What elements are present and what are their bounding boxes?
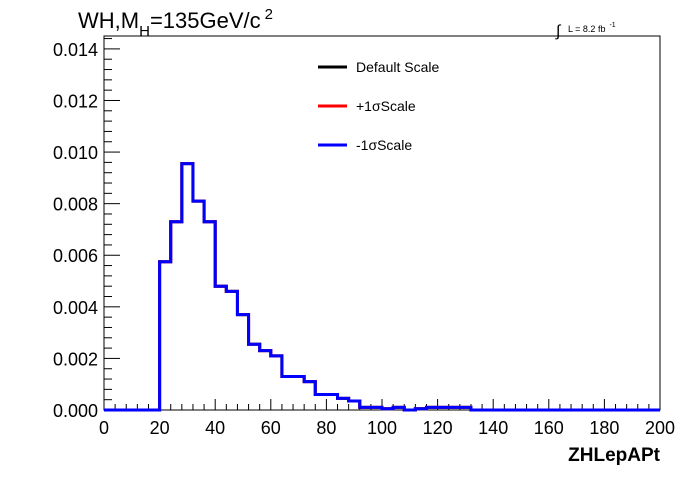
x-tick-label: 80 [316, 418, 336, 438]
lumi-superscript: -1 [609, 22, 615, 29]
legend-label-default: Default Scale [356, 59, 439, 75]
y-tick-label: 0.002 [53, 349, 98, 369]
x-tick-label: 0 [99, 418, 109, 438]
lumi-text: L = 8.2 fb [568, 24, 605, 34]
y-tick-label: 0.010 [53, 143, 98, 163]
y-tick-label: 0.004 [53, 298, 98, 318]
y-tick-label: 0.006 [53, 246, 98, 266]
title-subscript: H [139, 23, 150, 40]
y-tick-label: 0.014 [53, 40, 98, 60]
lumi-label: L = 8.2 fb -1 [568, 22, 616, 34]
x-tick-label: 140 [478, 418, 508, 438]
lumi-integral-symbol: ∫ [555, 23, 562, 40]
x-tick-label: 120 [423, 418, 453, 438]
y-tick-label: 0.012 [53, 91, 98, 111]
title-main: WH,M [78, 8, 139, 33]
x-tick-label: 40 [205, 418, 225, 438]
x-tick-label: 200 [645, 418, 675, 438]
x-axis-title: ZHLepAPt [568, 445, 661, 466]
x-tick-label: 60 [261, 418, 281, 438]
legend-label-minus1sigma: -1σScale [356, 137, 412, 153]
title-superscript: 2 [265, 6, 273, 23]
chart-title: WH,MH=135GeV/c 2 [78, 6, 273, 40]
legend-label-plus1sigma: +1σScale [356, 98, 416, 114]
axes-group: 0 20 40 60 80 100 120 140 160 180 200 0.000 0.002 0.0… [53, 38, 675, 438]
x-tick-label: 180 [589, 418, 619, 438]
x-tick-label: 160 [534, 418, 564, 438]
x-tick-label: 20 [150, 418, 170, 438]
legend: Default Scale +1σScale -1σScale [318, 59, 439, 153]
title-rest: =135GeV/c [150, 8, 261, 33]
y-tick-label: 0.000 [53, 401, 98, 421]
x-tick-label: 100 [367, 418, 397, 438]
series-line-2 [104, 162, 660, 412]
y-tick-label: 0.008 [53, 195, 98, 215]
series-group [104, 162, 660, 412]
